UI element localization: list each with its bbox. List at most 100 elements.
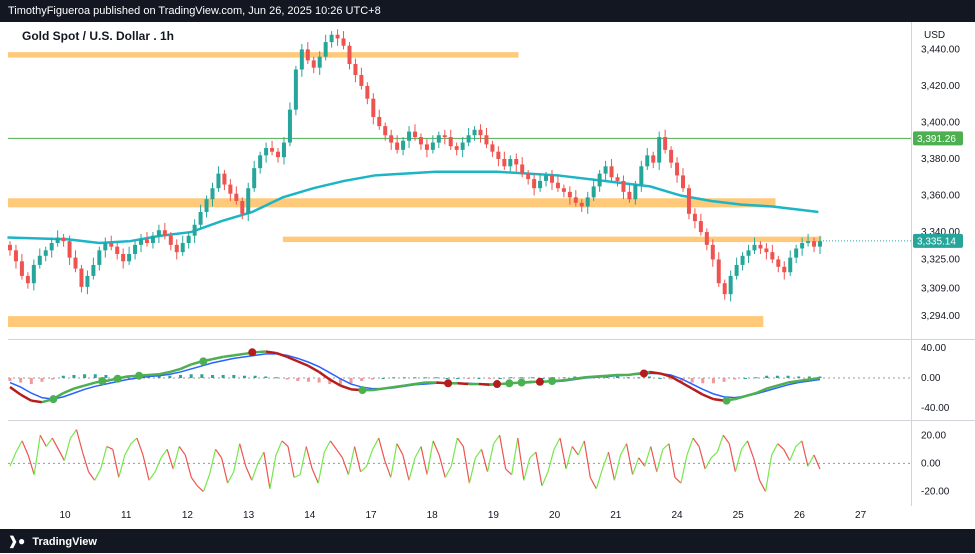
- osc-line-seg-82: [499, 435, 507, 470]
- candle-29: [180, 243, 185, 253]
- candle-12: [79, 268, 84, 287]
- macd-line-seg-72: [766, 384, 778, 390]
- osc-line-seg-110: [668, 443, 676, 478]
- macd-line-seg-1: [9, 386, 22, 396]
- candle-93: [561, 188, 566, 192]
- candle-121: [728, 275, 733, 295]
- osc-line-seg-86: [523, 457, 531, 481]
- osc-line-seg-122: [740, 440, 748, 450]
- osc-line-seg-73: [444, 465, 452, 478]
- osc-line-seg-123: [746, 440, 755, 458]
- macd-histogram-bar-39: [424, 377, 428, 379]
- candle-128: [770, 252, 775, 260]
- osc-line-seg-80: [486, 443, 495, 472]
- time-axis[interactable]: 10 11 12 13 14 17 18 19 20 21 24 25 26 27: [59, 510, 866, 521]
- candle-21: [133, 244, 138, 254]
- macd-histogram-bar-65: [701, 378, 705, 384]
- osc-line-seg-83: [505, 468, 513, 476]
- macd-line-seg-35: [372, 387, 384, 392]
- candle-107: [645, 155, 650, 167]
- candle-2: [19, 261, 24, 276]
- candle-6: [43, 250, 48, 256]
- macd-cross-dot-8: [493, 380, 502, 389]
- osc-line-seg-41: [251, 463, 259, 481]
- osc-line-seg-96: [583, 440, 591, 478]
- osc-line-seg-92: [559, 437, 567, 470]
- candle-114: [686, 188, 691, 214]
- price-tick-label: 3,380.00: [921, 154, 960, 165]
- osc-line-seg-46: [281, 440, 289, 447]
- candle-14: [91, 264, 96, 276]
- candle-39: [240, 201, 245, 214]
- osc-line-seg-91: [553, 437, 561, 450]
- macd-histogram-bar-29: [317, 378, 321, 383]
- osc-tick-label: -20.00: [921, 487, 950, 498]
- price-tick-label: 3,340.00: [921, 227, 960, 238]
- macd-histogram-bar-16: [179, 374, 183, 378]
- candle-62: [377, 116, 382, 127]
- candle-30: [186, 235, 191, 244]
- tradingview-logo-icon: ❱●: [8, 534, 26, 548]
- candle-26: [162, 230, 167, 236]
- osc-line-seg-120: [728, 443, 736, 472]
- osc-line-seg-47: [287, 446, 295, 478]
- candle-101: [609, 166, 614, 178]
- zone-2: [282, 236, 822, 243]
- osc-line-seg-115: [698, 446, 706, 470]
- macd-line-seg-53: [564, 377, 576, 382]
- osc-line-seg-17: [106, 445, 114, 450]
- candle-132: [794, 248, 799, 258]
- macd-line-seg-67: [713, 397, 725, 402]
- chart-title: Gold Spot / U.S. Dollar . 1h: [22, 29, 174, 43]
- candle-7: [49, 243, 54, 251]
- macd-line-seg-32: [339, 384, 352, 391]
- price-tick-label: 3,360.00: [921, 191, 960, 202]
- price-tick-label: 3,309.00: [921, 284, 960, 295]
- candle-48: [293, 69, 298, 110]
- osc-line-seg-56: [341, 457, 350, 475]
- macd-cross-dot-14: [722, 396, 731, 405]
- candle-57: [347, 45, 352, 65]
- macd-histogram-bar-50: [541, 378, 545, 379]
- macd-line-seg-76: [809, 376, 821, 381]
- macd-histogram-bar-68: [733, 378, 737, 380]
- osc-line-seg-111: [674, 477, 682, 484]
- macd-line-seg-24: [255, 350, 266, 354]
- candle-66: [401, 140, 406, 150]
- candle-55: [335, 34, 340, 39]
- candle-22: [139, 239, 144, 245]
- macd-histogram-bar-69: [743, 378, 747, 379]
- candle-120: [722, 283, 727, 295]
- candle-72: [436, 135, 441, 143]
- osc-line-seg-30: [184, 454, 192, 478]
- macd-histogram-bar-59: [637, 377, 641, 379]
- macd-histogram-bar-4: [51, 378, 55, 380]
- candles-layer: [8, 29, 822, 302]
- osc-line-seg-67: [408, 457, 416, 481]
- osc-line-seg-24: [148, 471, 156, 481]
- osc-line-seg-130: [789, 446, 797, 461]
- osc-line-seg-43: [263, 452, 271, 489]
- candle-83: [502, 158, 507, 167]
- osc-line-seg-3: [21, 440, 29, 456]
- time-tick-label: 27: [855, 510, 867, 521]
- candle-98: [591, 186, 596, 198]
- macd-histogram-bar-76: [818, 376, 822, 378]
- macd-histogram-bar-19: [211, 374, 214, 378]
- macd-histogram-bar-38: [413, 377, 417, 379]
- osc-line-seg-112: [680, 454, 688, 484]
- candle-106: [639, 166, 644, 185]
- macd-histogram-bar-46: [498, 378, 502, 379]
- osc-line-seg-54: [329, 440, 337, 450]
- osc-line-seg-118: [716, 435, 724, 453]
- candle-27: [168, 235, 173, 245]
- time-tick-label: 19: [488, 510, 500, 521]
- candle-110: [663, 137, 668, 150]
- candle-92: [555, 182, 560, 189]
- osc-line-seg-57: [347, 446, 356, 475]
- price-axis[interactable]: 3,440.00 3,420.00 3,400.00 3,380.00 3,360.00…: [820, 44, 963, 322]
- osc-line-seg-66: [402, 454, 410, 481]
- macd-tick-label: 0.00: [921, 373, 941, 384]
- time-tick-label: 12: [182, 510, 194, 521]
- macd-histogram-bar-9: [104, 374, 108, 378]
